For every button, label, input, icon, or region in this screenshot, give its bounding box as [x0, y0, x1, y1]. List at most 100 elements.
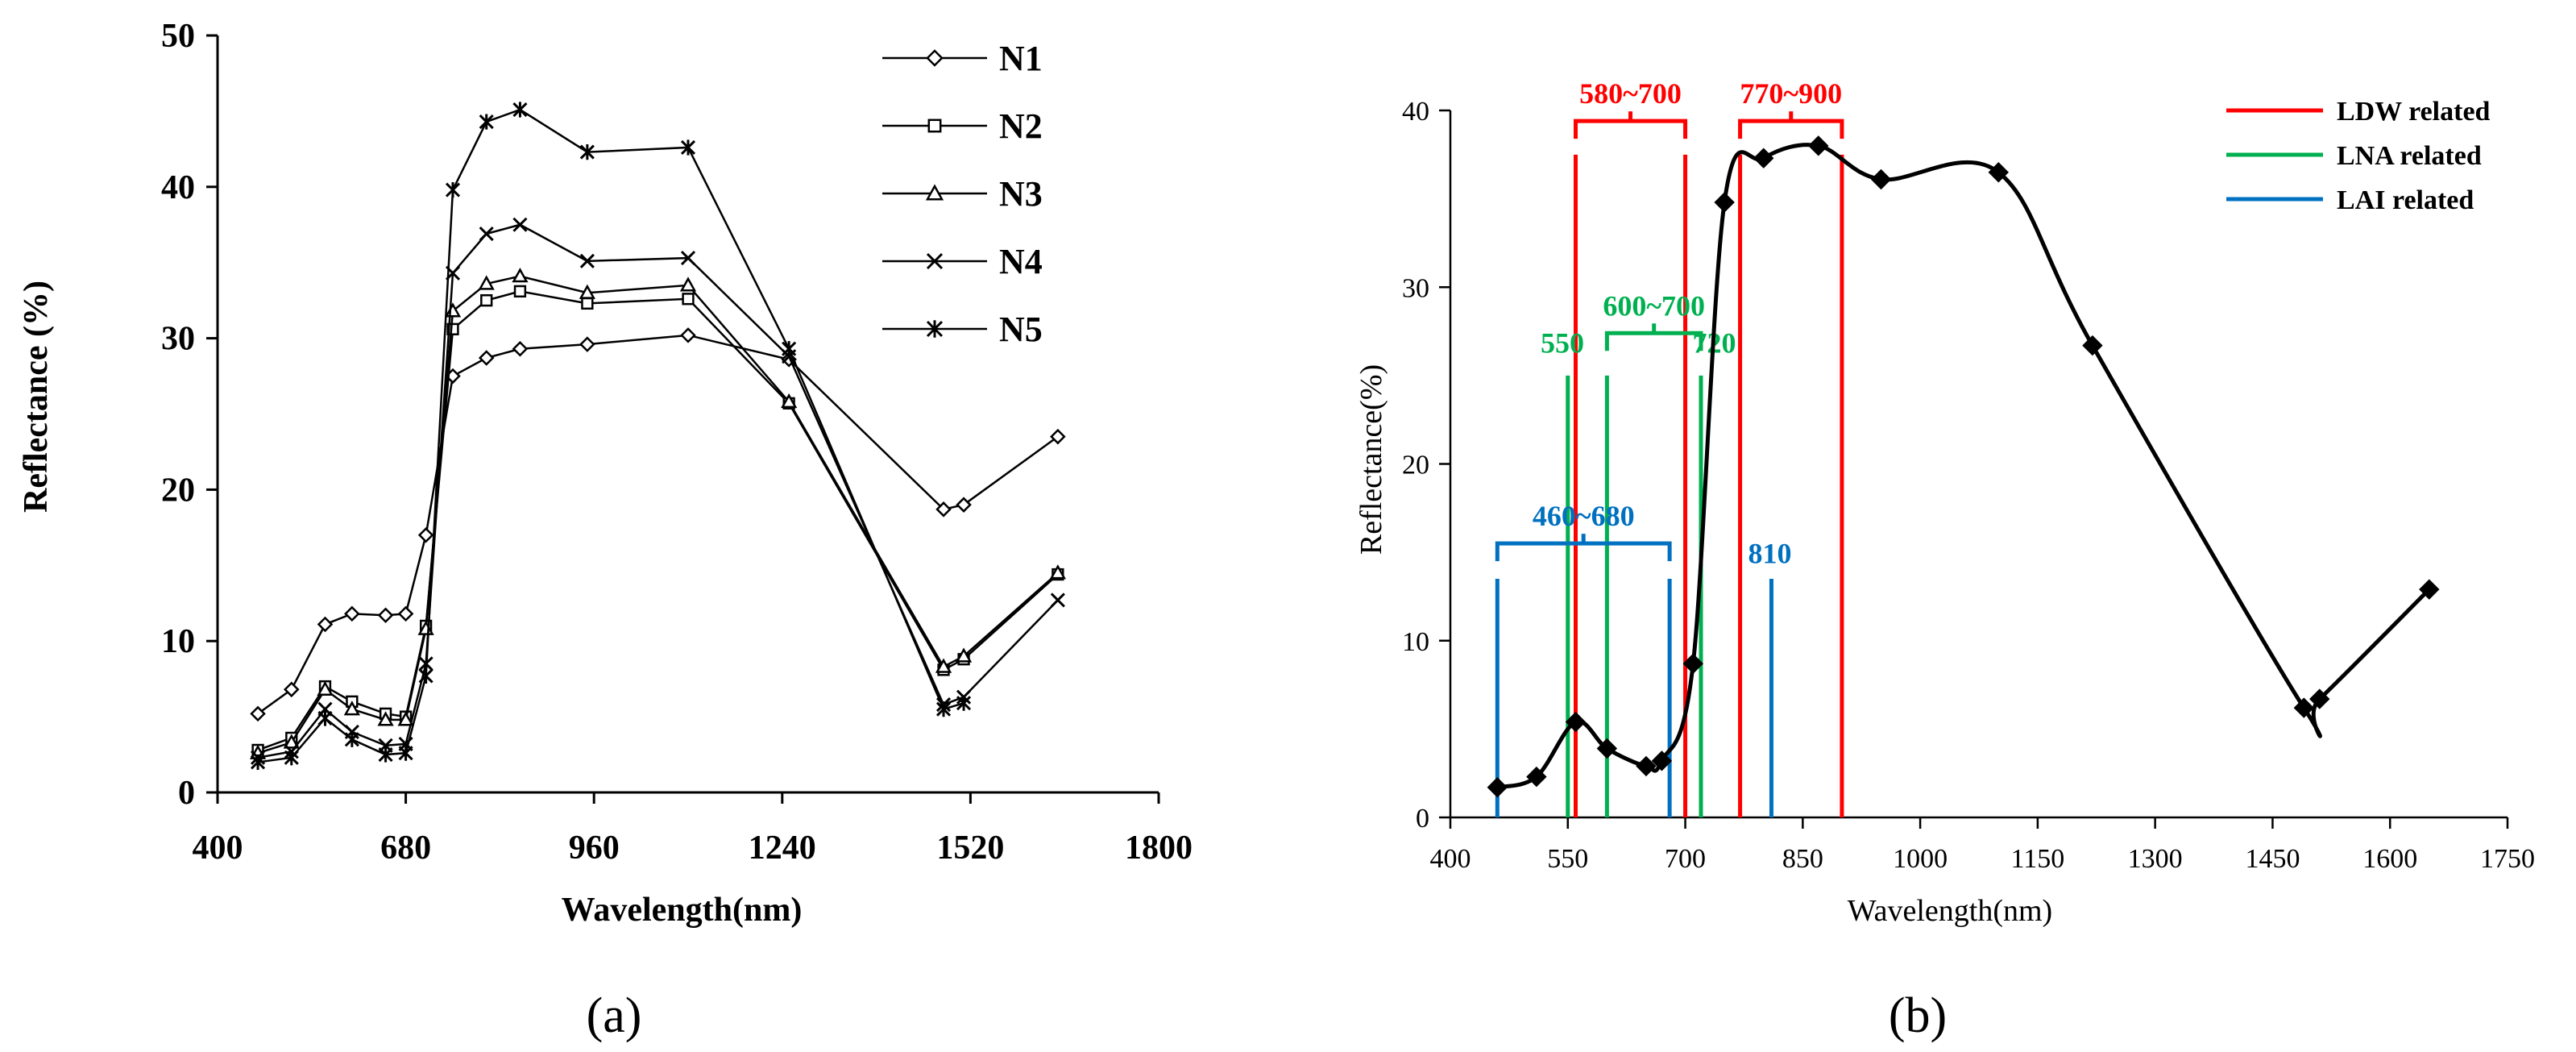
panel-a-point-n1 — [417, 526, 434, 543]
panel-a-series-line-n2 — [257, 290, 1059, 751]
panel-b-x-tick-label: 1000 — [1893, 844, 1948, 874]
panel-a-point-n3 — [955, 647, 973, 663]
panel-a-point-n4 — [1050, 593, 1065, 608]
panel-a-x-tick-label: 1240 — [749, 830, 816, 867]
panel-a-point-n1 — [579, 336, 595, 352]
panel-b-point — [1753, 148, 1774, 168]
panel-a-x-tick-label: 1520 — [936, 830, 1004, 867]
panel-a-point-n3 — [935, 658, 952, 673]
panel-a-point-n4 — [479, 226, 494, 242]
panel-a-point-n3 — [397, 711, 414, 726]
panel-b-point — [2082, 335, 2103, 356]
panel-b-point — [1870, 168, 1892, 190]
panel-a-series-line-n1 — [257, 334, 1059, 715]
panel-b: Reflectance(%) Wavelength(nm) (b) 0 10 20 3… — [1354, 77, 2535, 1043]
panel-a-point-n5 — [782, 341, 797, 357]
panel-a-point-n2 — [682, 293, 695, 306]
panel-b-y-tick-label: 20 — [1402, 451, 1429, 480]
panel-a-point-n1 — [512, 340, 529, 357]
panel-a: Reflectance (%) Wavelength(nm) (a) 0 10 20… — [18, 18, 1193, 1043]
panel-a-x-tick-label: 960 — [569, 830, 620, 867]
panel-a-point-n3 — [679, 277, 697, 292]
panel-a-point-n4 — [680, 251, 696, 266]
panel-a-y-tick-label: 20 — [161, 472, 195, 509]
panel-a-x-tick-label: 680 — [380, 830, 431, 867]
panel-b-point — [1651, 751, 1673, 771]
panel-a-point-n3 — [579, 284, 595, 299]
panel-a-point-n4 — [512, 217, 528, 232]
panel-a-point-n5 — [579, 144, 595, 160]
panel-b-point — [1988, 162, 2010, 183]
panel-a-point-n2 — [513, 285, 527, 298]
panel-a-point-n5 — [512, 102, 528, 118]
panel-b-y-axis-label: Reflectance(%) — [1354, 364, 1388, 555]
panel-a-point-n2 — [480, 294, 493, 307]
panel-a-legend-marker — [926, 252, 944, 270]
panel-b-annotation: 810 — [1748, 537, 1792, 569]
panel-b-point — [2309, 688, 2330, 709]
panel-a-legend-label: N3 — [999, 174, 1043, 214]
panel-b-point — [1526, 766, 1547, 788]
panel-a-legend-label: N5 — [999, 310, 1043, 349]
panel-a-legend-label: N2 — [999, 106, 1043, 146]
panel-a-y-tick-label: 40 — [161, 169, 195, 206]
panel-a-point-n1 — [377, 607, 394, 624]
panel-b-legend-label: LDW related — [2337, 97, 2491, 127]
panel-b-y-tick-label: 10 — [1402, 627, 1429, 657]
panel-b-point — [1636, 755, 1657, 777]
panel-a-point-n5 — [378, 746, 393, 763]
panel-b-series-line — [1496, 143, 2431, 790]
panel-a-point-n5 — [935, 701, 952, 717]
panel-b-bracket — [1738, 119, 1844, 139]
panel-a-point-n5 — [418, 667, 433, 684]
panel-a-point-n5 — [398, 745, 413, 761]
panel-b-y-tick-label: 30 — [1402, 273, 1429, 303]
panel-b-x-tick-label: 850 — [1782, 844, 1823, 874]
panel-b-x-tick-label: 1450 — [2245, 844, 2300, 874]
panel-a-point-n1 — [478, 350, 495, 366]
panel-b-bracket-label: 600~700 — [1603, 289, 1705, 322]
panel-a-point-n3 — [1049, 564, 1066, 580]
panel-b-bracket-label: 770~900 — [1740, 77, 1842, 110]
panel-a-series-line-n3 — [257, 275, 1059, 755]
panel-a-point-n1 — [1050, 428, 1066, 445]
panel-b-point — [2419, 579, 2440, 600]
panel-a-legend-marker — [926, 49, 944, 67]
panel-a-point-n3 — [512, 268, 529, 283]
panel-a-point-n3 — [478, 275, 495, 290]
panel-b-label: (b) — [1889, 988, 1947, 1043]
panel-a-point-n5 — [680, 139, 696, 156]
panel-b-bracket — [1574, 119, 1688, 139]
panel-b-point — [1596, 738, 1618, 759]
panel-a-point-n1 — [935, 501, 952, 518]
panel-b-x-tick-label: 550 — [1547, 844, 1588, 874]
panel-b-x-tick-label: 400 — [1430, 844, 1471, 874]
panel-b-bracket — [1495, 541, 1672, 562]
panel-b-x-tick-label: 1300 — [2128, 844, 2183, 874]
panel-b-x-tick-label: 700 — [1665, 844, 1706, 874]
panel-b-point — [1487, 777, 1508, 798]
panel-a-x-axis-label: Wavelength(nm) — [562, 892, 803, 929]
panel-a-point-n3 — [317, 680, 334, 696]
panel-a-point-n2 — [581, 297, 594, 310]
panel-a-point-n3 — [377, 711, 394, 726]
panel-b-y-tick-label: 0 — [1416, 804, 1429, 834]
panel-a-legend-marker — [925, 184, 944, 201]
panel-a-y-tick-label: 30 — [161, 321, 195, 358]
panel-b-point — [1714, 192, 1735, 213]
panel-a-point-n1 — [344, 605, 360, 622]
panel-a-point-n1 — [250, 705, 266, 722]
panel-a-point-n3 — [343, 701, 360, 716]
panel-b-bracket-label: 580~700 — [1579, 77, 1682, 110]
panel-a-legend-label: N1 — [999, 39, 1043, 78]
panel-b-y-tick-label: 40 — [1402, 97, 1429, 127]
panel-b-legend-label: LNA related — [2337, 141, 2482, 171]
panel-a-point-n3 — [781, 393, 798, 409]
panel-a-legend-label: N4 — [999, 242, 1043, 281]
panel-a-point-n1 — [317, 616, 334, 633]
panel-a-point-n5 — [445, 181, 461, 198]
panel-b-point — [1565, 711, 1587, 733]
panel-a-y-axis-label: Reflectance (%) — [18, 281, 55, 513]
panel-a-point-n3 — [283, 734, 300, 749]
